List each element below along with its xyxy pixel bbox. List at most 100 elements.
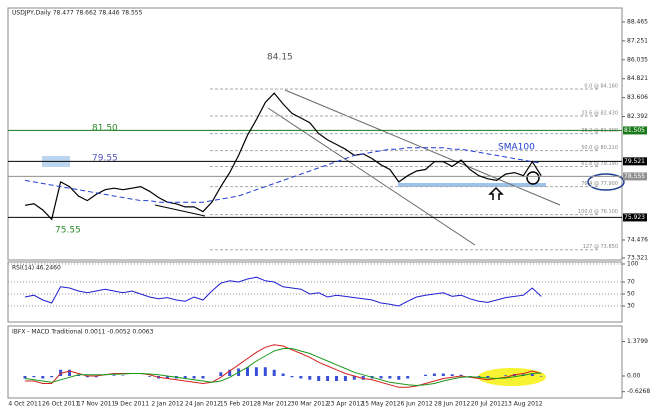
annotation: SMA100 bbox=[498, 143, 535, 153]
x-tick-label: 9 Dec 2011 bbox=[115, 401, 150, 408]
y-tick-label: 83.606 bbox=[627, 94, 648, 101]
fib-label: 50.0 @ 80.210 bbox=[581, 145, 618, 151]
price-label: 78.555 bbox=[624, 173, 645, 180]
y-tick-label: 87.251 bbox=[627, 37, 648, 44]
panel-title: IBFX - MACD Traditional 0.0011 -0.0052 0… bbox=[12, 329, 154, 336]
y-tick-label: 30 bbox=[627, 303, 635, 310]
histogram-bar bbox=[388, 376, 392, 379]
y-tick-label: 1.3799 bbox=[627, 338, 648, 345]
price-box bbox=[623, 126, 647, 135]
histogram-bar bbox=[504, 375, 508, 376]
chart-title: USDJPY,Daily 78.477 78.662 78.446 78.555 bbox=[12, 10, 143, 17]
fib-label: 38.2 @ 81.300 bbox=[581, 128, 618, 134]
histogram-bar bbox=[165, 376, 169, 379]
y-tick-label: 82.392 bbox=[627, 113, 648, 120]
x-tick-label: 26 Oct 2011 bbox=[42, 401, 79, 408]
price-box bbox=[623, 213, 647, 222]
histogram-bar bbox=[148, 376, 152, 377]
price-box bbox=[623, 172, 647, 181]
y-tick-label: 73.321 bbox=[627, 254, 648, 261]
circle-marker bbox=[587, 173, 625, 191]
x-tick-label: 15 Feb 2012 bbox=[220, 401, 258, 408]
price-label: 81.505 bbox=[624, 127, 645, 134]
price-label: 79.521 bbox=[624, 158, 645, 165]
histogram-bar bbox=[450, 374, 454, 376]
y-tick-label: 84.821 bbox=[627, 75, 648, 82]
trend-line bbox=[154, 204, 206, 217]
fib-label: 23.6 @ 82.430 bbox=[581, 111, 618, 117]
series-line bbox=[24, 348, 542, 387]
histogram-bar bbox=[397, 376, 401, 380]
histogram-bar bbox=[486, 376, 490, 378]
fib-label: 61.8 @ 79.190 bbox=[581, 161, 618, 167]
histogram-bar bbox=[41, 376, 45, 379]
histogram-bar bbox=[68, 369, 71, 376]
histogram-bar bbox=[379, 376, 383, 379]
series-line bbox=[24, 92, 542, 221]
histogram-bar bbox=[308, 376, 312, 380]
histogram-bar bbox=[335, 376, 338, 381]
histogram-bar bbox=[23, 376, 27, 379]
circle-marker bbox=[526, 171, 540, 185]
y-tick-label: 0.00 bbox=[627, 373, 641, 380]
histogram-bar bbox=[424, 374, 427, 376]
price-label: 75.923 bbox=[624, 214, 645, 221]
histogram-bar bbox=[85, 376, 89, 378]
y-tick-label: 74.476 bbox=[627, 236, 648, 243]
histogram-bar bbox=[281, 373, 285, 376]
histogram-bar bbox=[32, 376, 36, 378]
x-tick-label: 28 Jun 2012 bbox=[434, 401, 470, 408]
y-tick-label: 100 bbox=[627, 261, 639, 268]
histogram-bar bbox=[94, 376, 98, 378]
histogram-bar bbox=[530, 373, 534, 376]
channel-line bbox=[284, 89, 561, 206]
histogram-bar bbox=[441, 373, 445, 376]
histogram-bar bbox=[326, 376, 330, 381]
y-tick-label: 70 bbox=[627, 279, 635, 286]
y-tick-label: 50 bbox=[627, 291, 635, 298]
histogram-bar bbox=[299, 376, 303, 379]
annotation: 79.55 bbox=[92, 154, 118, 164]
histogram-bar bbox=[59, 369, 63, 376]
histogram-bar bbox=[432, 373, 436, 376]
x-tick-label: 2 Jan 2012 bbox=[151, 401, 183, 408]
histogram-bar bbox=[50, 376, 54, 378]
histogram-bar bbox=[272, 369, 276, 376]
price-box bbox=[623, 157, 647, 166]
fib-label: 0.0 @ 84.160 bbox=[584, 84, 618, 90]
histogram-bar bbox=[219, 372, 223, 376]
x-tick-label: 24 Jan 2012 bbox=[185, 401, 221, 408]
histogram-bar bbox=[459, 374, 463, 376]
annotation: 81.50 bbox=[92, 124, 118, 134]
histogram-bar bbox=[477, 376, 481, 378]
histogram-bar bbox=[468, 376, 472, 377]
x-tick-label: 13 Aug 2012 bbox=[504, 401, 543, 408]
histogram-bar bbox=[112, 375, 116, 376]
histogram-bar bbox=[317, 376, 321, 381]
histogram-bar bbox=[406, 376, 410, 379]
series-line bbox=[24, 276, 542, 307]
panel-title: RSI(14) 46.2460 bbox=[12, 265, 61, 272]
x-tick-label: 8 Mar 2012 bbox=[257, 401, 291, 408]
x-tick-label: 6 Jun 2012 bbox=[400, 401, 432, 408]
arrow-up bbox=[488, 186, 504, 200]
rsi-panel bbox=[7, 261, 623, 323]
series-line bbox=[24, 147, 542, 203]
x-tick-label: 17 Nov 2011 bbox=[77, 401, 116, 408]
fib-label: 100.0 @ 76.100 bbox=[578, 209, 618, 215]
y-tick-label: 88.465 bbox=[627, 18, 648, 25]
macd-panel bbox=[7, 325, 623, 399]
histogram-bar bbox=[352, 376, 356, 380]
histogram-bar bbox=[76, 374, 80, 376]
x-tick-label: 4 Oct 2011 bbox=[8, 401, 41, 408]
series-line bbox=[25, 344, 542, 388]
histogram-bar bbox=[183, 376, 187, 379]
histogram-bar bbox=[539, 376, 543, 377]
histogram-bar bbox=[192, 376, 196, 379]
histogram-bar bbox=[263, 367, 267, 376]
histogram-bar bbox=[121, 375, 125, 376]
histogram-bar bbox=[201, 376, 205, 379]
x-tick-label: 30 Mar 2012 bbox=[291, 401, 329, 408]
y-tick-label: -0.6268 bbox=[627, 388, 650, 395]
